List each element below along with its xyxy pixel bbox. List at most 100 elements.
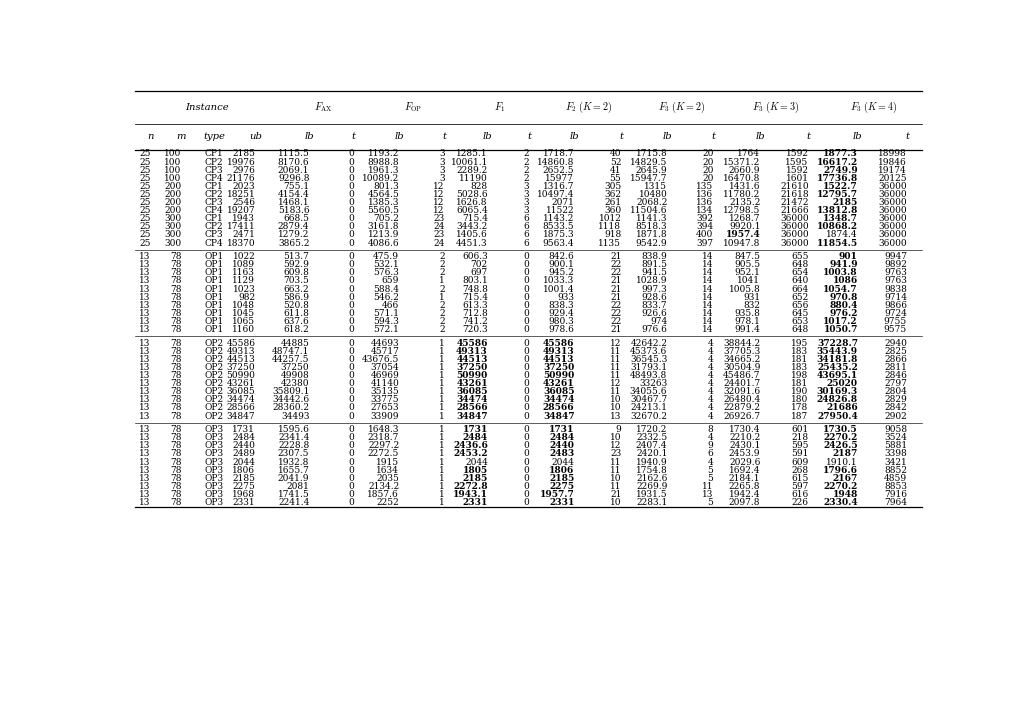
Text: OP2: OP2	[204, 395, 224, 405]
Text: 13: 13	[139, 466, 151, 475]
Text: Instance: Instance	[186, 102, 229, 112]
Text: 25: 25	[139, 173, 151, 183]
Text: 0: 0	[523, 433, 529, 442]
Text: 0: 0	[523, 338, 529, 348]
Text: 78: 78	[170, 425, 182, 434]
Text: 2044: 2044	[465, 458, 488, 466]
Text: m: m	[176, 132, 186, 141]
Text: 712.8: 712.8	[462, 309, 488, 318]
Text: 978.1: 978.1	[735, 317, 761, 326]
Text: 37054: 37054	[370, 363, 399, 372]
Text: 24: 24	[433, 239, 445, 247]
Text: 25: 25	[139, 223, 151, 231]
Text: 13: 13	[139, 449, 151, 459]
Text: 34847: 34847	[227, 412, 255, 421]
Text: 43695.1: 43695.1	[816, 371, 858, 380]
Text: lb: lb	[755, 132, 765, 141]
Text: CP3: CP3	[205, 230, 224, 240]
Text: 2275: 2275	[232, 482, 255, 491]
Text: 25: 25	[139, 214, 151, 223]
Text: 4: 4	[708, 404, 713, 412]
Text: t: t	[807, 132, 810, 141]
Text: 838.3: 838.3	[549, 301, 575, 310]
Text: 0: 0	[523, 252, 529, 261]
Text: 34847: 34847	[456, 412, 488, 421]
Text: 3161.8: 3161.8	[367, 223, 399, 231]
Text: 1: 1	[439, 395, 445, 405]
Text: 2420.1: 2420.1	[636, 449, 668, 459]
Text: 1017.2: 1017.2	[824, 317, 858, 326]
Text: 0: 0	[348, 490, 354, 499]
Text: 48493.8: 48493.8	[631, 371, 668, 380]
Text: 22: 22	[610, 301, 621, 310]
Text: 656: 656	[792, 301, 808, 310]
Text: 2426.5: 2426.5	[824, 442, 858, 450]
Text: 1135: 1135	[599, 239, 621, 247]
Text: 14: 14	[702, 325, 713, 334]
Text: 935.8: 935.8	[735, 309, 761, 318]
Text: 611.8: 611.8	[284, 309, 310, 318]
Text: lb: lb	[853, 132, 863, 141]
Text: 261: 261	[605, 198, 621, 207]
Text: 2275: 2275	[549, 482, 575, 491]
Text: OP2: OP2	[204, 371, 224, 380]
Text: 305: 305	[604, 182, 621, 191]
Text: 1940.9: 1940.9	[636, 458, 668, 466]
Text: 13: 13	[139, 425, 151, 434]
Text: 2185: 2185	[833, 198, 858, 207]
Text: 6: 6	[523, 223, 529, 231]
Text: 0: 0	[348, 363, 354, 372]
Text: 1086: 1086	[833, 277, 858, 286]
Text: 12: 12	[610, 338, 621, 348]
Text: 833.7: 833.7	[642, 301, 668, 310]
Text: 21618: 21618	[780, 190, 808, 199]
Text: 6065.4: 6065.4	[456, 206, 488, 215]
Text: 36000: 36000	[780, 230, 808, 240]
Text: 78: 78	[170, 293, 182, 301]
Text: 11190: 11190	[459, 173, 488, 183]
Text: 597: 597	[792, 482, 808, 491]
Text: 100: 100	[164, 149, 182, 159]
Text: 136: 136	[697, 190, 713, 199]
Text: 14: 14	[702, 252, 713, 261]
Text: 2318.7: 2318.7	[367, 433, 399, 442]
Text: 78: 78	[170, 433, 182, 442]
Text: 394: 394	[697, 223, 713, 231]
Text: 3: 3	[439, 158, 445, 166]
Text: 1875.3: 1875.3	[543, 230, 575, 240]
Text: lb: lb	[304, 132, 315, 141]
Text: 0: 0	[523, 425, 529, 434]
Text: 586.9: 586.9	[284, 293, 310, 301]
Text: 78: 78	[170, 498, 182, 507]
Text: 1: 1	[439, 498, 445, 507]
Text: 2453.2: 2453.2	[453, 449, 488, 459]
Text: 13: 13	[139, 293, 151, 301]
Text: 49908: 49908	[281, 371, 310, 380]
Text: 0: 0	[523, 301, 529, 310]
Text: 34474: 34474	[456, 395, 488, 405]
Text: 28360.2: 28360.2	[272, 404, 310, 412]
Text: 1871.8: 1871.8	[636, 230, 668, 240]
Text: 1731: 1731	[232, 425, 255, 434]
Text: 2: 2	[439, 260, 445, 269]
Text: 2879.4: 2879.4	[278, 223, 310, 231]
Text: 13: 13	[139, 482, 151, 491]
Text: 78: 78	[170, 347, 182, 356]
Text: 78: 78	[170, 379, 182, 388]
Text: 1: 1	[439, 347, 445, 356]
Text: 0: 0	[523, 347, 529, 356]
Text: 2069.1: 2069.1	[278, 166, 310, 175]
Text: 1718.7: 1718.7	[543, 149, 575, 159]
Text: 1065: 1065	[232, 317, 255, 326]
Text: 11: 11	[610, 371, 621, 380]
Text: 21: 21	[610, 325, 621, 334]
Text: 13: 13	[139, 379, 151, 388]
Text: 49313: 49313	[543, 347, 575, 356]
Text: 0: 0	[348, 317, 354, 326]
Text: 0: 0	[348, 433, 354, 442]
Text: 0: 0	[348, 371, 354, 380]
Text: 14: 14	[702, 284, 713, 294]
Text: 1050.7: 1050.7	[824, 325, 858, 334]
Text: 195: 195	[792, 338, 808, 348]
Text: 2270.2: 2270.2	[824, 433, 858, 442]
